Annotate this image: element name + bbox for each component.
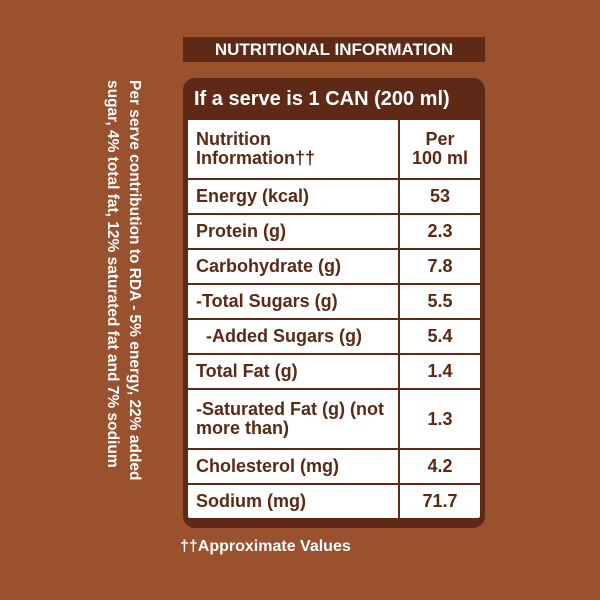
table-row: -Added Sugars (g) 5.4 xyxy=(186,318,482,355)
table-row: -Saturated Fat (g) (not more than) 1.3 xyxy=(186,388,482,450)
nutrient-value: 7.8 xyxy=(398,248,482,285)
nutrient-name: Carbohydrate (g) xyxy=(186,248,400,285)
nutrient-name: -Total Sugars (g) xyxy=(186,283,400,320)
nutrient-value: 2.3 xyxy=(398,213,482,250)
nutrient-name: Sodium (mg) xyxy=(186,483,400,520)
title: NUTRITIONAL INFORMATION xyxy=(183,37,485,62)
table-row: Sodium (mg) 71.7 xyxy=(186,483,482,520)
nutrient-name: Cholesterol (mg) xyxy=(186,448,400,485)
footnote: ††Approximate Values xyxy=(180,538,351,555)
nutrient-name: Protein (g) xyxy=(186,213,400,250)
nutrient-value: 71.7 xyxy=(398,483,482,520)
table-row: Cholesterol (mg) 4.2 xyxy=(186,448,482,485)
nutrient-value: 1.3 xyxy=(398,388,482,450)
nutrient-name: Total Fat (g) xyxy=(186,353,400,390)
caption: If a serve is 1 CAN (200 ml) xyxy=(194,88,450,110)
nutrient-value: 5.5 xyxy=(398,283,482,320)
side-note: Per serve contribution to RDA - 5% energ… xyxy=(104,80,143,481)
header-row: Nutrition Information†† Per 100 ml xyxy=(186,118,482,180)
table-row: Total Fat (g) 1.4 xyxy=(186,353,482,390)
nutrition-table: Nutrition Information†† Per 100 ml Energ… xyxy=(186,118,482,520)
table-row: -Total Sugars (g) 5.5 xyxy=(186,283,482,320)
table-row: Protein (g) 2.3 xyxy=(186,213,482,250)
nutrient-name: -Saturated Fat (g) (not more than) xyxy=(186,388,400,450)
nutrient-value: 5.4 xyxy=(398,318,482,355)
nutrient-name: Energy (kcal) xyxy=(186,178,400,215)
nutrient-value: 53 xyxy=(398,178,482,215)
nutrient-name: -Added Sugars (g) xyxy=(186,318,400,355)
nutrient-value: 1.4 xyxy=(398,353,482,390)
column-header: Nutrition Information†† xyxy=(186,118,400,180)
table-row: Energy (kcal) 53 xyxy=(186,178,482,215)
nutrition-box: If a serve is 1 CAN (200 ml) Nutrition I… xyxy=(183,78,485,528)
column-header: Per 100 ml xyxy=(398,118,482,180)
nutrient-value: 4.2 xyxy=(398,448,482,485)
table-row: Carbohydrate (g) 7.8 xyxy=(186,248,482,285)
